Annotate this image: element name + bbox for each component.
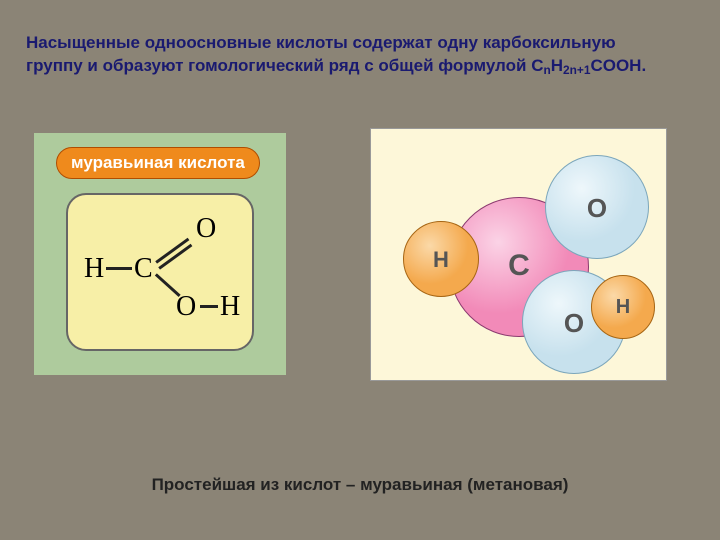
bond-line bbox=[200, 305, 218, 308]
atom-sphere-label: H bbox=[592, 296, 654, 319]
atom-c-label: C bbox=[134, 253, 153, 285]
heading-line1: Насыщенные одноосновные кислоты содержат… bbox=[26, 33, 616, 52]
bond-line bbox=[106, 267, 132, 270]
atom-h-label: H bbox=[220, 291, 240, 323]
structural-formula-panel: муравьиная кислота H C O O H bbox=[34, 133, 286, 375]
formula-2n1: 2n+1 bbox=[563, 63, 590, 77]
formula-h: H bbox=[551, 56, 563, 75]
atom-sphere: H bbox=[403, 221, 479, 297]
heading-text: Насыщенные одноосновные кислоты содержат… bbox=[26, 32, 700, 78]
formula-card: H C O O H bbox=[66, 193, 254, 351]
bond-line bbox=[155, 273, 180, 296]
caption-text-content: Простейшая из кислот – муравьиная (метан… bbox=[152, 475, 569, 494]
atom-h-label: H bbox=[84, 253, 104, 285]
formula-cooh: COOH. bbox=[590, 56, 646, 75]
heading-line2-prefix: группу и образуют гомологический ряд с о… bbox=[26, 56, 531, 75]
atom-sphere-label: O bbox=[546, 193, 648, 224]
atom-o-label: O bbox=[196, 213, 216, 245]
compound-name-pill: муравьиная кислота bbox=[56, 147, 260, 179]
compound-name-text: муравьиная кислота bbox=[71, 153, 245, 172]
formula-c: C bbox=[531, 56, 543, 75]
formula-n: n bbox=[543, 63, 550, 77]
atom-sphere: O bbox=[545, 155, 649, 259]
atom-sphere: H bbox=[591, 275, 655, 339]
atom-sphere-label: H bbox=[404, 247, 478, 273]
space-filling-model-panel: COOHH bbox=[370, 128, 667, 381]
caption-text: Простейшая из кислот – муравьиная (метан… bbox=[0, 475, 720, 495]
